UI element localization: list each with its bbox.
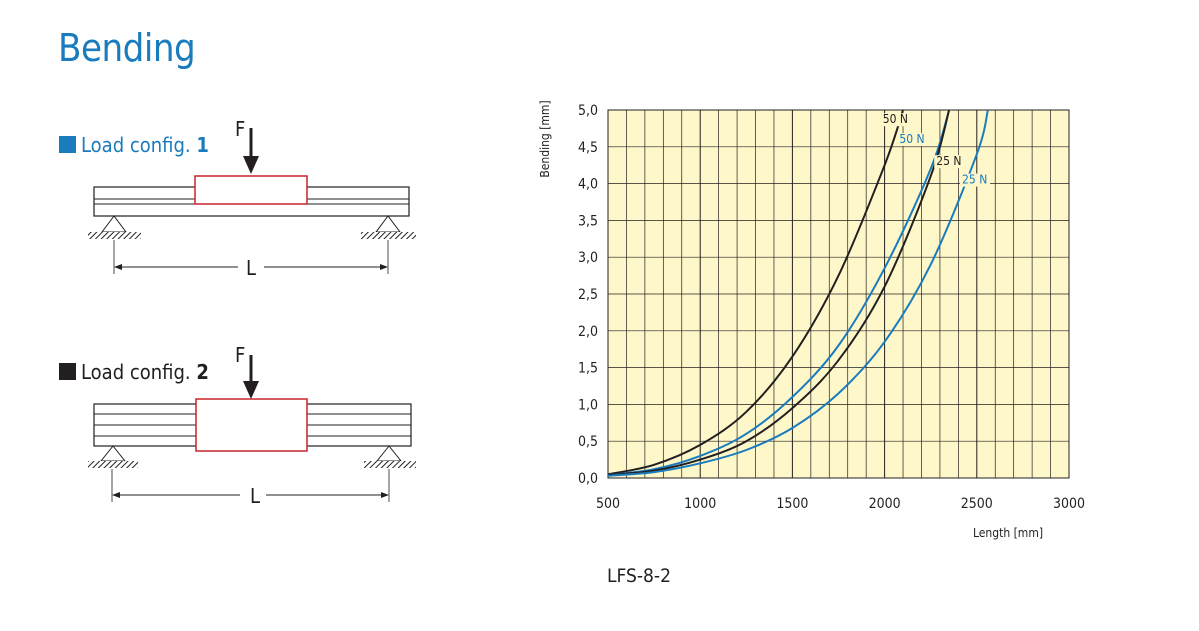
y-axis-label: Bending [mm] [538, 100, 552, 177]
load-config-diagrams: F L F [88, 117, 416, 508]
load-config-1-label: Load config. 1 [59, 133, 209, 157]
length-dimension-1 [113, 240, 389, 274]
load-config-2-number: 2 [196, 360, 209, 384]
support-left-1 [88, 215, 141, 239]
chart-id-label: LFS-8-2 [607, 565, 671, 587]
y-tick-label: 1,5 [578, 361, 598, 377]
annotation-bg [880, 113, 911, 127]
x-tick-label: 2000 [869, 496, 901, 512]
series-annotation: 50 N [899, 132, 924, 146]
length-label-2: L [250, 484, 260, 508]
load-config-1-number: 1 [196, 133, 209, 157]
black-square-icon [59, 363, 76, 380]
y-tick-label: 5,0 [578, 103, 598, 119]
y-tick-label: 2,5 [578, 287, 598, 303]
load-config-1-text: Load config. [81, 133, 191, 157]
force-label-1: F [235, 117, 245, 141]
series-line-config1-50n [607, 109, 904, 476]
y-tick-label: 0,0 [578, 471, 598, 487]
x-tick-label: 500 [596, 496, 620, 512]
y-axis-ticks: 0,0 0,5 1,0 1,5 2,0 2,5 3,0 3,5 4,0 4,5 5,0 [578, 103, 598, 487]
series-line-config2-50n [607, 109, 951, 477]
x-tick-label: 1000 [684, 496, 716, 512]
length-label-1: L [246, 256, 256, 280]
length-dimension-2 [111, 469, 390, 502]
x-tick-label: 2500 [961, 496, 993, 512]
chart-annotations: 50 N 50 N 25 N25 N [880, 112, 991, 187]
load-carriage-1 [194, 175, 308, 205]
load-config-2-text: Load config. [81, 360, 191, 384]
series-annotation: 50 N [883, 112, 908, 126]
y-tick-label: 4,0 [578, 177, 598, 193]
x-axis-label: Length [mm] [973, 526, 1043, 540]
annotation-bg [960, 173, 991, 187]
force-arrow-icon [243, 128, 259, 174]
force-arrow-icon [243, 355, 259, 399]
load-config-2-label: Load config. 2 [59, 360, 209, 384]
x-tick-label: 3000 [1053, 496, 1085, 512]
series-annotation: 25 N [936, 154, 961, 168]
y-tick-label: 4,5 [578, 140, 598, 156]
y-tick-label: 1,0 [578, 397, 598, 413]
x-tick-label: 1500 [776, 496, 808, 512]
load-config-1-diagram: F L [88, 117, 416, 280]
blue-square-icon [59, 136, 76, 153]
series-annotation: 25 N [962, 173, 987, 187]
x-axis-ticks: 500 1000 1500 2000 2500 3000 [596, 496, 1085, 512]
series-line-config1-25n [607, 109, 951, 477]
bending-chart: 50 N 50 N 25 N25 N 0,0 0,5 1,0 1,5 2,0 2,5 3,0 3,… [538, 100, 1085, 540]
y-tick-label: 0,5 [578, 434, 598, 450]
force-label-2: F [235, 343, 245, 367]
page-title: Bending [58, 26, 196, 70]
y-tick-label: 3,0 [578, 250, 598, 266]
support-left-2 [88, 445, 138, 468]
support-right-1 [361, 215, 416, 239]
load-config-2-diagram: F L [88, 343, 416, 508]
annotation-bg [897, 133, 928, 147]
chart-series [607, 109, 989, 477]
series-line-config2-25n [607, 109, 989, 477]
y-tick-label: 3,5 [578, 213, 598, 229]
chart-grid [607, 109, 1070, 479]
plot-frame [607, 109, 1070, 479]
y-tick-label: 2,0 [578, 324, 598, 340]
annotation-bg [934, 155, 965, 169]
load-carriage-2 [195, 398, 308, 452]
support-right-2 [364, 445, 416, 468]
